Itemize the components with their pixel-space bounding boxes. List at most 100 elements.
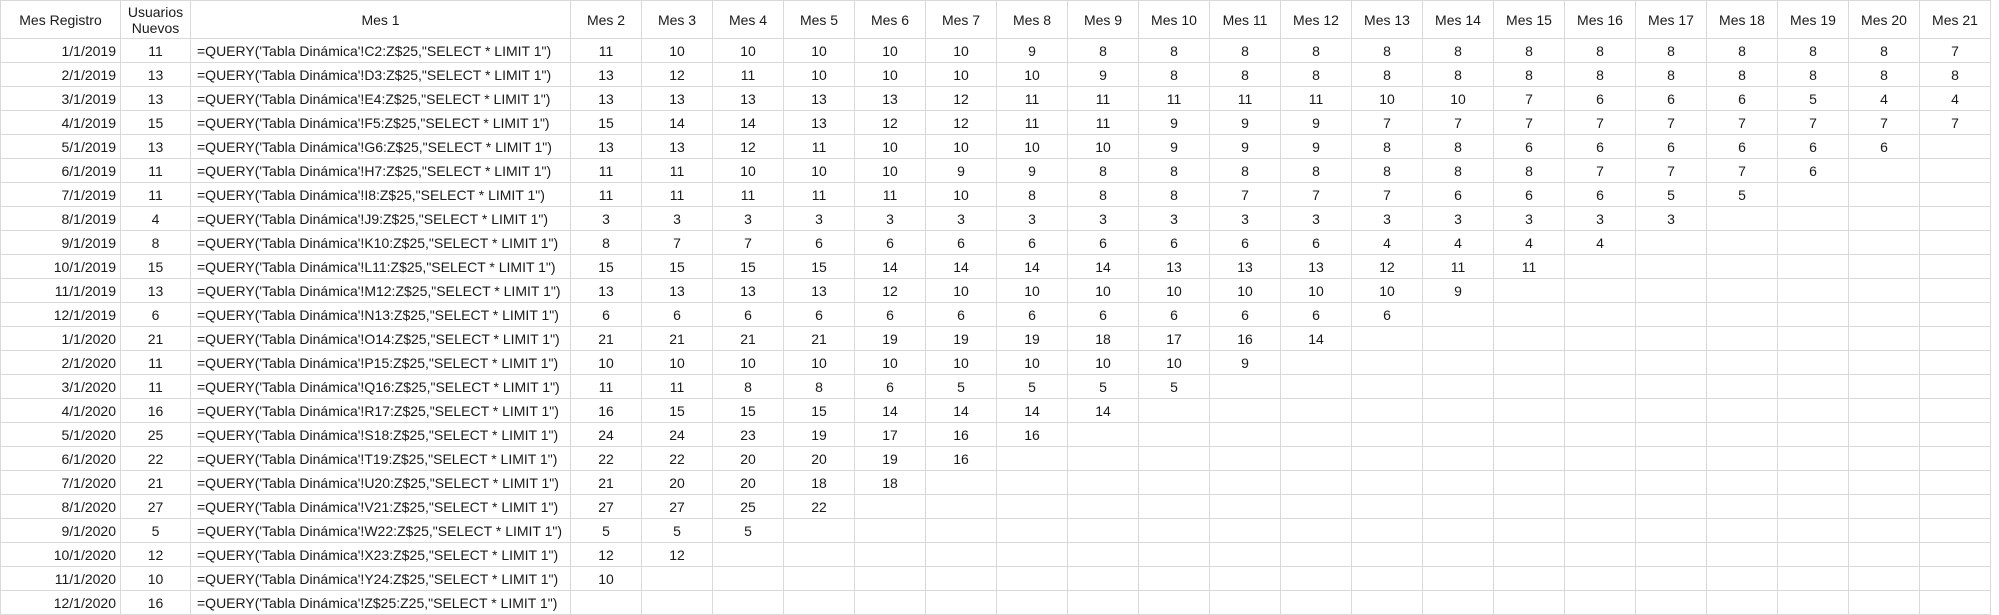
date-cell[interactable]: 3/1/2020 — [0, 374, 121, 399]
value-cell[interactable]: 10 — [925, 278, 997, 303]
value-cell[interactable] — [1777, 566, 1849, 591]
value-cell[interactable] — [1777, 230, 1849, 255]
value-cell[interactable]: 5 — [712, 518, 784, 543]
value-cell[interactable] — [1706, 374, 1778, 399]
value-cell[interactable]: 11 — [641, 182, 713, 207]
value-cell[interactable] — [1422, 494, 1494, 519]
value-cell[interactable]: 13 — [712, 86, 784, 111]
value-cell[interactable]: 22 — [120, 446, 191, 471]
value-cell[interactable]: 7 — [712, 230, 784, 255]
column-header[interactable]: Mes 16 — [1564, 0, 1636, 39]
value-cell[interactable]: 6 — [1280, 230, 1352, 255]
value-cell[interactable]: 7 — [1351, 110, 1423, 135]
value-cell[interactable] — [1635, 350, 1707, 375]
value-cell[interactable] — [1209, 590, 1281, 615]
formula-cell[interactable]: =QUERY('Tabla Dinámica'!R17:Z$25,"SELECT… — [190, 398, 571, 423]
value-cell[interactable] — [1493, 542, 1565, 567]
value-cell[interactable]: 12 — [712, 134, 784, 159]
value-cell[interactable]: 6 — [1493, 134, 1565, 159]
value-cell[interactable] — [854, 566, 926, 591]
date-cell[interactable]: 11/1/2019 — [0, 278, 121, 303]
value-cell[interactable] — [1564, 422, 1636, 447]
value-cell[interactable]: 8 — [1422, 62, 1494, 87]
value-cell[interactable]: 5 — [1706, 182, 1778, 207]
value-cell[interactable] — [1564, 518, 1636, 543]
column-header[interactable]: Mes 19 — [1777, 0, 1849, 39]
value-cell[interactable] — [1280, 494, 1352, 519]
value-cell[interactable]: 12 — [854, 110, 926, 135]
value-cell[interactable] — [925, 470, 997, 495]
value-cell[interactable] — [1919, 182, 1991, 207]
value-cell[interactable]: 11 — [120, 182, 191, 207]
value-cell[interactable] — [1635, 470, 1707, 495]
value-cell[interactable] — [925, 542, 997, 567]
value-cell[interactable] — [1777, 446, 1849, 471]
value-cell[interactable]: 22 — [570, 446, 642, 471]
value-cell[interactable] — [1209, 518, 1281, 543]
formula-cell[interactable]: =QUERY('Tabla Dinámica'!U20:Z$25,"SELECT… — [190, 470, 571, 495]
value-cell[interactable]: 10 — [783, 350, 855, 375]
value-cell[interactable] — [1635, 278, 1707, 303]
value-cell[interactable]: 27 — [641, 494, 713, 519]
value-cell[interactable]: 11 — [641, 374, 713, 399]
value-cell[interactable]: 6 — [1777, 134, 1849, 159]
value-cell[interactable]: 15 — [783, 254, 855, 279]
value-cell[interactable]: 20 — [712, 470, 784, 495]
value-cell[interactable]: 13 — [854, 86, 926, 111]
value-cell[interactable]: 17 — [1138, 326, 1210, 351]
value-cell[interactable] — [1422, 542, 1494, 567]
value-cell[interactable]: 6 — [854, 230, 926, 255]
value-cell[interactable]: 13 — [641, 134, 713, 159]
value-cell[interactable]: 11 — [1209, 86, 1281, 111]
value-cell[interactable]: 8 — [1351, 158, 1423, 183]
value-cell[interactable]: 7 — [1564, 110, 1636, 135]
value-cell[interactable]: 8 — [783, 374, 855, 399]
date-cell[interactable]: 7/1/2019 — [0, 182, 121, 207]
value-cell[interactable]: 6 — [925, 302, 997, 327]
formula-cell[interactable]: =QUERY('Tabla Dinámica'!H7:Z$25,"SELECT … — [190, 158, 571, 183]
date-cell[interactable]: 7/1/2020 — [0, 470, 121, 495]
value-cell[interactable] — [1422, 518, 1494, 543]
value-cell[interactable]: 11 — [1067, 86, 1139, 111]
value-cell[interactable]: 11 — [854, 182, 926, 207]
value-cell[interactable] — [1848, 590, 1920, 615]
value-cell[interactable]: 6 — [1209, 230, 1281, 255]
value-cell[interactable] — [1422, 326, 1494, 351]
value-cell[interactable]: 3 — [1635, 206, 1707, 231]
value-cell[interactable]: 13 — [120, 278, 191, 303]
value-cell[interactable] — [1919, 398, 1991, 423]
value-cell[interactable]: 12 — [641, 542, 713, 567]
formula-cell[interactable]: =QUERY('Tabla Dinámica'!D3:Z$25,"SELECT … — [190, 62, 571, 87]
value-cell[interactable] — [1493, 350, 1565, 375]
value-cell[interactable]: 14 — [925, 398, 997, 423]
value-cell[interactable]: 23 — [712, 422, 784, 447]
value-cell[interactable] — [1635, 494, 1707, 519]
value-cell[interactable]: 6 — [1422, 182, 1494, 207]
value-cell[interactable]: 8 — [1280, 62, 1352, 87]
value-cell[interactable] — [1635, 590, 1707, 615]
value-cell[interactable]: 25 — [712, 494, 784, 519]
value-cell[interactable]: 7 — [1706, 110, 1778, 135]
value-cell[interactable] — [1564, 590, 1636, 615]
value-cell[interactable] — [1777, 182, 1849, 207]
value-cell[interactable] — [1209, 494, 1281, 519]
value-cell[interactable]: 7 — [1848, 110, 1920, 135]
value-cell[interactable]: 11 — [783, 182, 855, 207]
value-cell[interactable]: 12 — [925, 86, 997, 111]
value-cell[interactable] — [783, 518, 855, 543]
value-cell[interactable]: 16 — [1209, 326, 1281, 351]
value-cell[interactable]: 8 — [1351, 38, 1423, 63]
value-cell[interactable] — [1706, 302, 1778, 327]
value-cell[interactable]: 4 — [1919, 86, 1991, 111]
column-header[interactable]: Mes 17 — [1635, 0, 1707, 39]
value-cell[interactable] — [1067, 590, 1139, 615]
value-cell[interactable] — [996, 494, 1068, 519]
value-cell[interactable] — [1777, 254, 1849, 279]
value-cell[interactable]: 14 — [712, 110, 784, 135]
date-cell[interactable]: 1/1/2019 — [0, 38, 121, 63]
value-cell[interactable]: 6 — [1777, 158, 1849, 183]
column-header[interactable]: Mes 1 — [190, 0, 571, 39]
value-cell[interactable]: 6 — [1138, 230, 1210, 255]
value-cell[interactable] — [1777, 350, 1849, 375]
formula-cell[interactable]: =QUERY('Tabla Dinámica'!E4:Z$25,"SELECT … — [190, 86, 571, 111]
